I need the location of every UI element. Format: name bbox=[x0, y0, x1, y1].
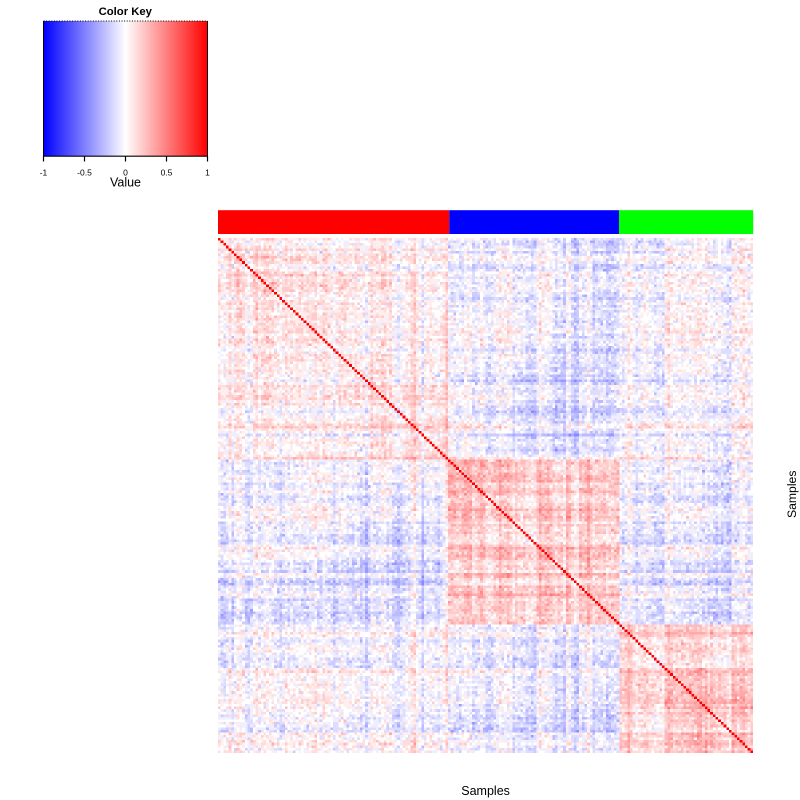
svg-text:Samples: Samples bbox=[785, 471, 799, 518]
svg-text:0: 0 bbox=[123, 168, 128, 178]
svg-text:Color Key: Color Key bbox=[99, 6, 153, 18]
svg-text:-0.5: -0.5 bbox=[77, 168, 92, 178]
svg-text:Samples: Samples bbox=[461, 784, 510, 798]
svg-text:-1: -1 bbox=[40, 168, 48, 178]
svg-text:1: 1 bbox=[205, 168, 210, 178]
svg-text:Value: Value bbox=[110, 175, 141, 189]
svg-text:0.5: 0.5 bbox=[161, 168, 173, 178]
